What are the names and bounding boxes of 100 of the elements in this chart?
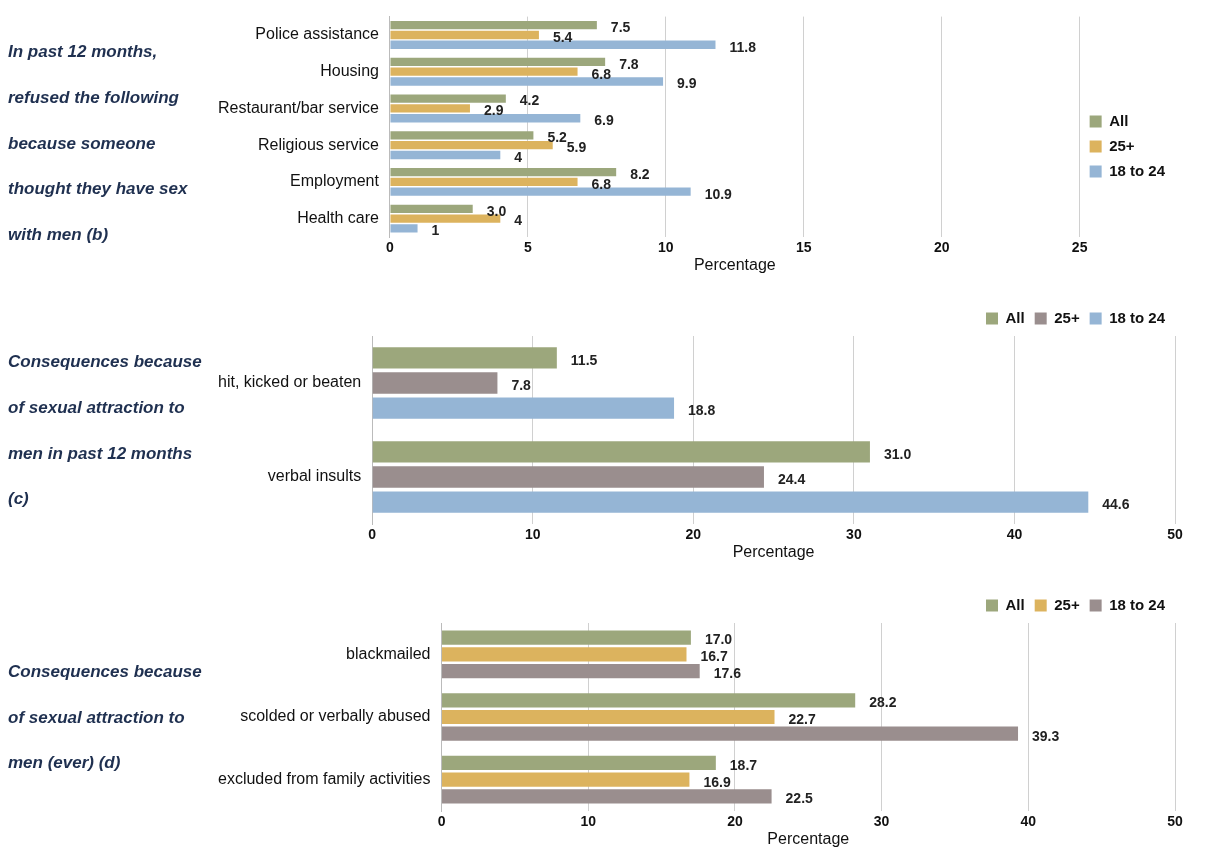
bar <box>372 371 498 394</box>
legend-label: 18 to 24 <box>1109 161 1166 179</box>
data-label: 18.8 <box>688 401 716 418</box>
x-tick-label: 40 <box>1006 525 1023 542</box>
bar <box>390 113 581 122</box>
data-label: 44.6 <box>1102 495 1130 512</box>
legend-label: 25+ <box>1054 308 1080 326</box>
data-label: 22.5 <box>785 789 814 806</box>
x-tick-label: 50 <box>1167 525 1183 542</box>
legend-label: All <box>1005 308 1025 326</box>
bar <box>442 663 700 678</box>
bar <box>390 67 578 76</box>
bar <box>442 755 716 770</box>
data-label: 7.5 <box>610 18 631 35</box>
data-label: 6.9 <box>594 111 614 128</box>
data-label: 1 <box>431 221 440 238</box>
data-label: 2.9 <box>483 101 504 118</box>
bar <box>390 223 418 233</box>
bar <box>442 709 775 724</box>
x-tick-label: 5 <box>524 238 532 255</box>
bar <box>372 465 764 488</box>
y-tick-label: Restaurant/bar service <box>217 98 380 116</box>
y-tick-label: Housing <box>320 61 379 79</box>
legend-label: All <box>1005 595 1025 613</box>
bar <box>390 20 597 29</box>
bar <box>390 187 691 196</box>
bar <box>372 490 1089 513</box>
x-axis-title: Percentage <box>732 542 815 560</box>
data-label: 7.8 <box>619 55 639 72</box>
x-tick-label: 20 <box>933 238 950 255</box>
data-label: 22.7 <box>788 710 816 727</box>
bar <box>372 440 870 463</box>
bar <box>390 30 539 39</box>
data-label: 28.2 <box>869 693 897 710</box>
bar <box>442 726 1019 741</box>
x-tick-label: 30 <box>846 525 862 542</box>
bar <box>390 57 606 66</box>
data-label: 4.2 <box>519 92 540 108</box>
y-tick-label: Health care <box>297 208 380 226</box>
x-tick-label: 0 <box>368 525 377 542</box>
data-label: 5.4 <box>552 28 573 45</box>
data-label: 18.7 <box>729 756 758 773</box>
bar <box>390 93 506 103</box>
data-label: 5.9 <box>566 138 587 155</box>
data-label: 11.8 <box>729 38 757 55</box>
legend-label: 25+ <box>1054 595 1080 613</box>
data-label: 17.0 <box>704 630 733 647</box>
legend-label: 18 to 24 <box>1109 595 1166 613</box>
bar <box>442 630 691 645</box>
data-label: 7.8 <box>511 376 532 393</box>
x-tick-label: 20 <box>685 525 702 542</box>
data-label: 5.2 <box>547 128 568 145</box>
data-label: 3.0 <box>486 202 507 219</box>
legend-label: 25+ <box>1109 136 1135 154</box>
data-label: 4 <box>514 211 523 228</box>
bar <box>390 167 617 176</box>
data-label: 11.5 <box>570 351 598 368</box>
bar <box>372 346 557 369</box>
y-tick-label: hit, kicked or beaten <box>217 372 362 390</box>
data-label: 6.8 <box>591 65 612 82</box>
x-tick-label: 0 <box>437 812 446 829</box>
x-tick-label: 15 <box>795 238 812 255</box>
y-tick-label: Religious service <box>258 135 380 153</box>
data-label: 8.2 <box>630 165 650 182</box>
bar <box>390 103 470 113</box>
data-label: 10.9 <box>704 185 733 202</box>
y-tick-label: Employment <box>290 171 380 189</box>
x-tick-label: 20 <box>727 812 743 829</box>
bar <box>390 40 716 49</box>
bar <box>442 788 772 803</box>
legend-label: 18 to 24 <box>1109 308 1166 326</box>
bar <box>372 396 675 419</box>
x-tick-label: 25 <box>1071 238 1088 255</box>
bar <box>390 204 473 213</box>
data-label: 31.0 <box>883 445 912 462</box>
y-tick-label: Police assistance <box>255 24 380 42</box>
data-label: 4 <box>514 148 523 165</box>
data-label: 39.3 <box>1032 727 1060 744</box>
x-axis-title: Percentage <box>767 829 850 847</box>
x-tick-label: 0 <box>386 238 395 255</box>
bar <box>390 130 534 140</box>
bar <box>442 646 687 661</box>
data-label: 6.8 <box>591 175 612 192</box>
data-label: 16.7 <box>700 647 728 664</box>
bar <box>390 150 501 159</box>
data-label: 17.6 <box>713 664 742 681</box>
y-tick-label: blackmailed <box>346 644 431 662</box>
bar <box>442 692 856 707</box>
x-tick-label: 50 <box>1167 812 1183 829</box>
data-label: 24.4 <box>777 470 806 487</box>
chart-title: In past 12 months, refused the following because someone thought they have sex with men (b) <box>8 41 188 245</box>
chart-title: Consequences because of sexual attraction to men in past 12 months (c) <box>8 351 202 509</box>
x-tick-label: 40 <box>1020 812 1037 829</box>
bar <box>390 177 578 186</box>
chart-title: Consequences because of sexual attraction to men (ever) (d) <box>8 661 202 773</box>
data-label: 9.9 <box>677 74 697 91</box>
x-tick-label: 10 <box>658 238 674 255</box>
x-tick-label: 10 <box>580 812 597 829</box>
x-tick-label: 10 <box>524 525 541 542</box>
y-tick-label: verbal insults <box>267 466 362 484</box>
